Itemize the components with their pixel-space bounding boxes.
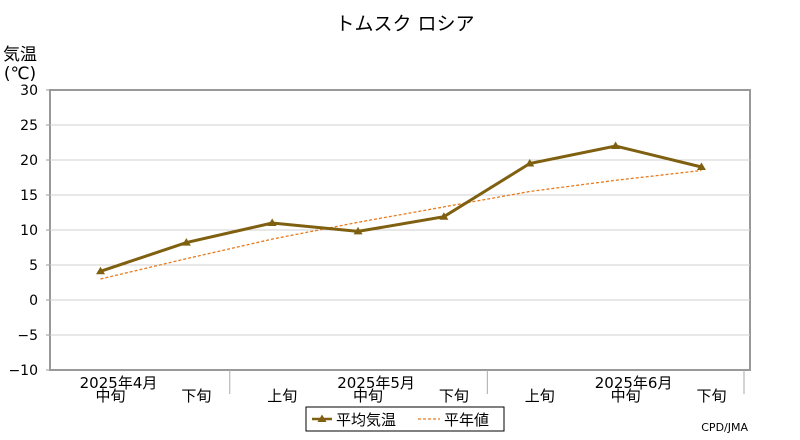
data-point-mean: [525, 159, 535, 167]
legend: 平均気温 平年値: [305, 406, 505, 432]
data-point-mean: [353, 226, 363, 235]
legend-label-mean: 平均気温: [336, 411, 396, 429]
y-tick-label: 25: [20, 118, 38, 134]
credit-label: CPD/JMA: [701, 421, 748, 434]
series-line-mean: [100, 144, 702, 273]
y-tick-label: −10: [8, 363, 38, 379]
x-tick-label: 中旬: [611, 387, 641, 405]
x-month-label: 2025年4月: [80, 374, 158, 392]
legend-box: [305, 406, 505, 432]
grid-lines: [50, 124, 750, 336]
legend-marker-mean: [317, 414, 327, 422]
data-point-mean: [611, 141, 621, 149]
data-point-mean: [267, 218, 277, 226]
x-tick-label: 下旬: [181, 387, 211, 405]
y-axis-label-line2: (℃): [4, 64, 36, 84]
x-tick-label: 中旬: [353, 387, 383, 405]
legend-label-normal: 平年値: [444, 411, 489, 429]
data-point-mean: [439, 212, 449, 220]
y-tick-label: 10: [20, 223, 38, 239]
series-line-normal: [100, 169, 702, 280]
y-tick-label: 5: [29, 258, 38, 274]
x-axis: 中旬 下旬 上旬 中旬 下旬 上旬 中旬 下旬 2025年4月 2025年5月 2025年6月: [80, 370, 745, 405]
y-tick-label: 0: [29, 293, 38, 309]
x-tick-label: 上旬: [267, 387, 297, 405]
data-point-mean: [96, 266, 105, 275]
y-axis-ticks: 30 25 20 15 10 5 0 −5 −10: [8, 83, 50, 379]
x-month-label: 2025年6月: [595, 374, 673, 392]
y-axis-label-line1: 気温: [3, 45, 37, 65]
series-layer: [96, 141, 706, 280]
data-point-mean: [181, 238, 191, 246]
y-tick-label: 20: [20, 153, 38, 169]
y-tick-label: 15: [20, 188, 38, 204]
x-tick-label: 上旬: [525, 387, 555, 405]
x-tick-label: 下旬: [696, 387, 726, 405]
x-month-label: 2025年5月: [337, 374, 415, 392]
y-tick-label: −5: [17, 328, 38, 344]
chart-title: トムスク ロシア: [335, 13, 474, 35]
x-tick-label: 中旬: [95, 387, 125, 405]
x-tick-label: 下旬: [439, 387, 469, 405]
data-point-mean: [696, 162, 706, 170]
y-tick-label: 30: [20, 83, 38, 99]
